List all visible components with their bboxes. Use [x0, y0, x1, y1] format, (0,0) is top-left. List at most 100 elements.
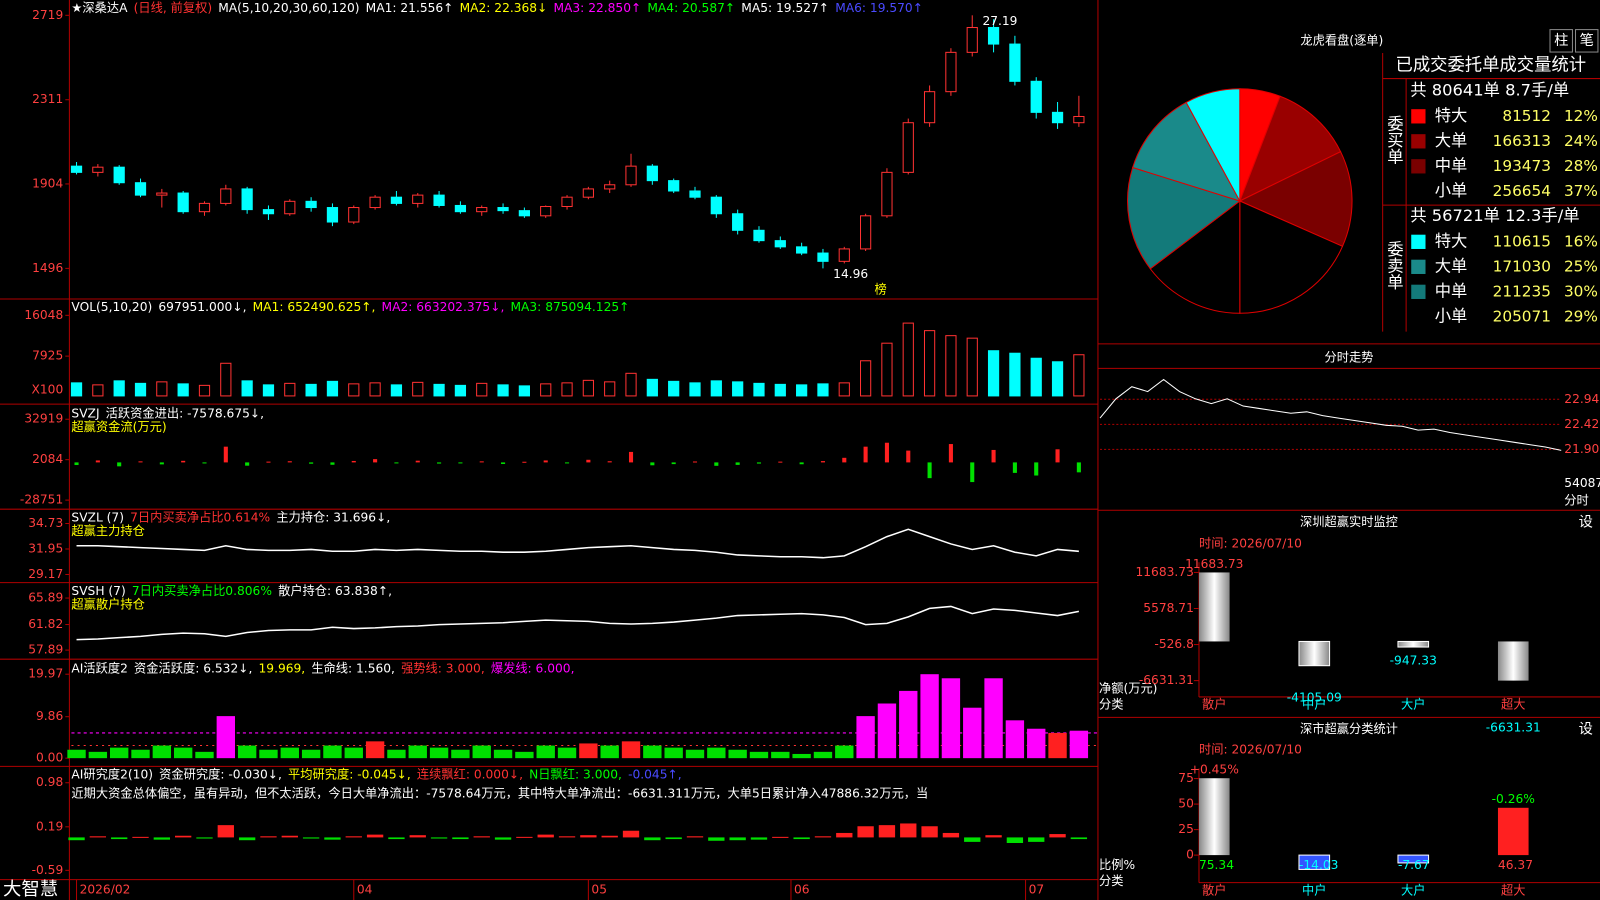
flow-bar [735, 462, 740, 465]
activity-bar [621, 741, 641, 759]
intraday-volume: 54087 [1564, 476, 1600, 490]
candle-body [710, 196, 722, 215]
activity-bar [728, 749, 747, 759]
research-bar [260, 836, 277, 838]
candle-body [262, 209, 275, 215]
volume-bar [326, 380, 339, 397]
research-bar [708, 837, 725, 841]
volume-bar [881, 342, 893, 397]
header-item: 爆发线: 6.000, [491, 660, 575, 675]
activity-bar [749, 751, 769, 759]
research-bar [175, 835, 192, 838]
research-bar [601, 835, 618, 838]
header-item: N日飘红: 3.000, [529, 766, 622, 781]
flow-bar [117, 462, 122, 467]
activity-bar [195, 751, 214, 759]
row-volume: 211235 [1493, 282, 1551, 300]
research-bar [1049, 834, 1066, 838]
activity-bar [941, 678, 961, 759]
group-summary: 共 56721单 12.3手/单 [1410, 206, 1579, 225]
flow-bar [948, 444, 953, 463]
candle-body [241, 188, 253, 211]
activity-bar [557, 747, 577, 759]
category-label: 超大 [1501, 697, 1525, 712]
header-item: 活跃资金进出: -7578.675↓, [106, 405, 264, 420]
activity-bar [771, 751, 790, 759]
button[interactable]: 柱 [1554, 32, 1568, 49]
candle-body [582, 188, 594, 198]
volume-bar [582, 379, 594, 397]
row-percent: 30% [1564, 282, 1598, 300]
flow-bar [756, 462, 762, 464]
flow-bar [501, 462, 506, 464]
y-tick-label: 75 [1178, 771, 1194, 785]
legend-swatch [1411, 309, 1426, 324]
activity-bar [707, 747, 726, 759]
y-tick-label: -28751 [20, 493, 63, 507]
volume-bar [433, 383, 445, 397]
candle-body [348, 207, 360, 223]
button-frame[interactable] [1575, 29, 1599, 53]
activity-bar [600, 745, 619, 759]
button[interactable]: 设 [1579, 513, 1593, 530]
activity-bar [664, 747, 683, 759]
header-item: 主力持仓: 31.696↓, [276, 509, 390, 524]
holding-line [76, 605, 1080, 641]
pie-slice [1132, 101, 1241, 202]
research-bar [644, 837, 661, 841]
flow-bar [394, 462, 399, 464]
y-tick-label: 2311 [32, 92, 63, 106]
candle-body [70, 165, 83, 173]
button[interactable]: 设 [1579, 721, 1593, 738]
row-percent: 37% [1564, 182, 1598, 200]
header-item: VOL(5,10,20) [71, 300, 152, 314]
volume-bar [732, 381, 744, 397]
panel-header: AI研究度2(10) 资金研究度: -0.030↓, 平均研究度: -0.045↓,… [71, 766, 681, 781]
flow-bar [543, 460, 548, 463]
y-tick-label: 2719 [32, 8, 63, 22]
research-bar [281, 835, 298, 838]
flow-bar [991, 449, 996, 463]
flow-bar [1076, 462, 1081, 473]
y-tick-label: 2084 [32, 452, 63, 466]
volume-bar [646, 378, 658, 397]
flow-bar [266, 461, 271, 463]
flow-bar [714, 462, 719, 466]
candle-body [497, 207, 509, 212]
research-bar [900, 823, 917, 838]
header-item: MA4: 20.587↑ [647, 1, 735, 15]
candle-body [1009, 43, 1021, 82]
y-tick-label: 9.86 [36, 709, 63, 723]
button[interactable]: 笔 [1580, 32, 1594, 49]
legend-swatch [1411, 134, 1426, 149]
activity-bar [110, 747, 129, 759]
row-name: 大单 [1435, 256, 1468, 275]
volume-bar [412, 381, 424, 397]
volume-bar [348, 383, 360, 397]
y-tick-label: 22.94 [1564, 392, 1599, 406]
flow-bar [330, 462, 335, 465]
research-bar [622, 830, 640, 838]
row-percent: 16% [1564, 232, 1598, 250]
monitor-xlabel: 分类 [1099, 698, 1123, 712]
value-label: -947.33 [1390, 653, 1437, 667]
class-bar [1497, 807, 1529, 856]
legend-swatch [1411, 184, 1426, 199]
header-item: MA1: 652490.625↑, [253, 300, 376, 314]
y-tick-label: 19.97 [28, 667, 63, 681]
class-bar [1298, 854, 1331, 870]
classify-title: 深市超赢分类统计 [1300, 721, 1398, 736]
research-bar [409, 835, 426, 838]
candle-body [966, 27, 978, 53]
panel-header: AI活跃度2 资金活跃度: 6.532↓, 19.969, 生命线: 1.560, 强势… [71, 660, 574, 675]
legend-swatch [1411, 284, 1426, 299]
activity-bar [451, 749, 470, 759]
high-label: 27.19 [982, 14, 1017, 28]
panel-header: VOL(5,10,20) 697951.000↓, MA1: 652490.625↑… [71, 300, 629, 314]
flow-bar [479, 461, 484, 463]
volume-bar [262, 384, 275, 397]
button-frame[interactable] [1549, 29, 1573, 53]
intraday-line [1099, 378, 1562, 451]
class-bar [1198, 778, 1230, 856]
category-label: 超大 [1501, 882, 1525, 897]
